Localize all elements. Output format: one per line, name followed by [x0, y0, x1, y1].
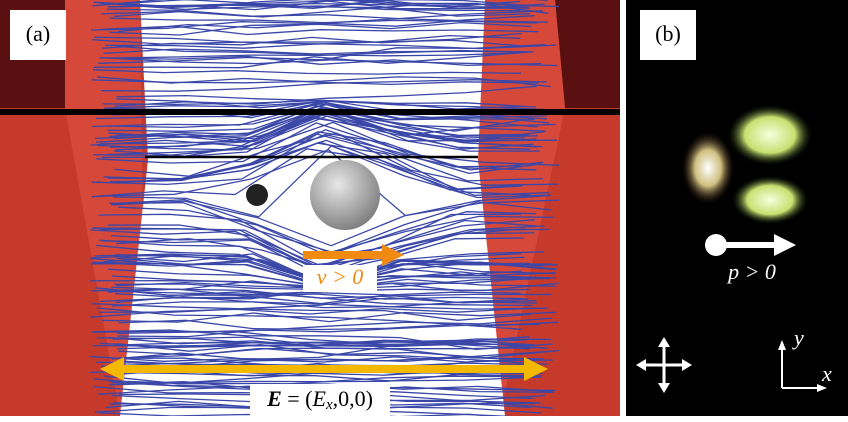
texture: [728, 105, 812, 165]
small-sphere: [246, 184, 268, 206]
panel-b: (b) p > 0 y x: [626, 0, 848, 416]
field-label: E = (Ex,0,0): [266, 386, 373, 413]
field-symbol: E: [266, 386, 282, 411]
black-line: [0, 109, 620, 115]
panel-label: (b): [655, 21, 681, 46]
field-component: E: [311, 386, 326, 411]
field-rest: ,0,0): [333, 386, 373, 411]
figure: v > 0 E = (Ex,0,0) (a) (b) p > 0 y x: [0, 0, 848, 422]
texture: [732, 176, 808, 224]
texture: [682, 132, 734, 204]
large-sphere: [310, 160, 380, 230]
polarization-label: p > 0: [726, 259, 776, 284]
shade: [555, 0, 620, 108]
velocity-label: v > 0: [317, 264, 364, 289]
panel-label: (a): [26, 21, 50, 46]
panel-a: v > 0 E = (Ex,0,0) (a): [0, 0, 620, 422]
axis-x-label: x: [821, 361, 832, 386]
axis-y-label: y: [792, 325, 804, 350]
field-equals: = (: [282, 386, 313, 411]
